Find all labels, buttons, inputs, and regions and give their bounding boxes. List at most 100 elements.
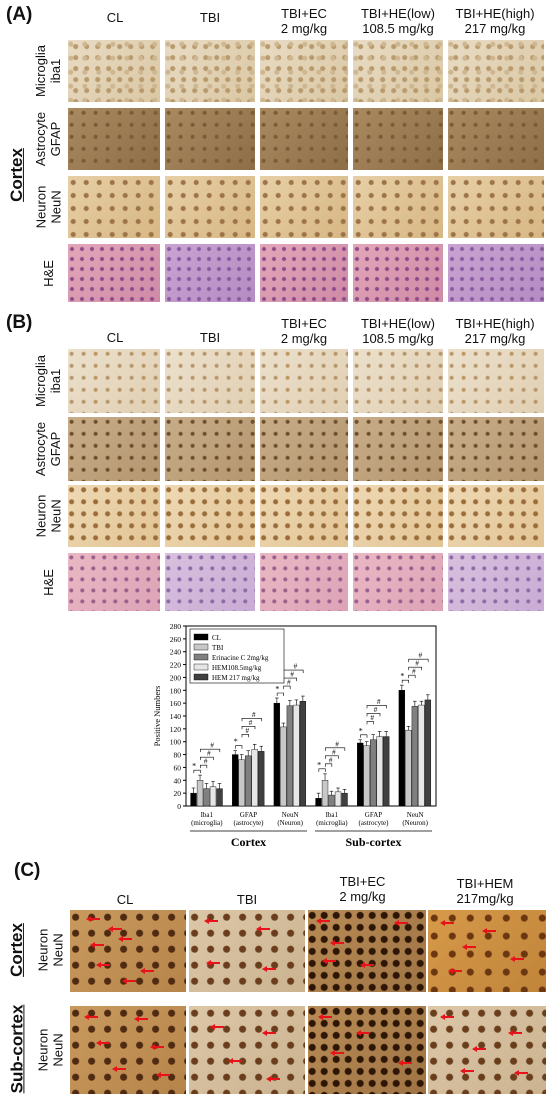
micrograph-tile (68, 40, 160, 102)
column-header-line1: TBI+HEM (456, 876, 514, 891)
bar (196, 780, 204, 807)
bar (376, 736, 383, 807)
significance-bracket (366, 713, 381, 717)
red-arrow-icon (210, 1024, 224, 1030)
column-header-line1: TBI (199, 10, 221, 25)
bar (258, 751, 265, 807)
red-arrow-icon (318, 1014, 332, 1020)
column-header-line1: TBI+HE(high) (455, 316, 535, 331)
y-tick-label: 80 (174, 751, 182, 760)
bar (299, 701, 307, 807)
red-arrow-icon (356, 1030, 370, 1036)
column-header: TBI+EC 2 mg/kg (258, 6, 350, 36)
y-tick-label: 240 (170, 648, 182, 657)
legend-swatch (193, 643, 209, 651)
micrograph-tile (68, 176, 160, 238)
red-arrow-icon (96, 1040, 110, 1046)
significance-bracket (200, 748, 221, 753)
significance-hash: # (370, 713, 374, 722)
micrograph-tile (165, 40, 255, 102)
column-header-line2: 2 mg/kg (280, 21, 328, 36)
significance-bracket (408, 658, 429, 663)
y-tick-label: 100 (170, 738, 182, 747)
red-arrow-icon (440, 920, 454, 926)
micrograph-tile (70, 1006, 186, 1094)
red-arrow-icon (140, 968, 154, 974)
legend-swatch (193, 653, 209, 661)
red-arrow-icon (510, 956, 524, 962)
micrograph-tile (260, 417, 348, 481)
significance-bracket (366, 705, 387, 709)
y-tick-label: 180 (170, 686, 182, 695)
micrograph-tile (165, 349, 255, 413)
x-tick-label: NeuN (282, 811, 299, 819)
micrograph-tile (68, 349, 160, 413)
bar (251, 749, 258, 807)
red-arrow-icon (508, 1030, 522, 1036)
red-arrow-icon (86, 916, 100, 922)
red-arrow-icon (108, 926, 122, 932)
legend-swatch (193, 673, 209, 681)
significance-hash: # (245, 726, 249, 735)
red-arrow-icon (460, 1068, 474, 1074)
significance-hash: # (419, 651, 423, 660)
micrograph-tile (68, 553, 160, 611)
red-arrow-icon (514, 1070, 528, 1076)
x-tick-label: (astrocyte) (234, 819, 265, 827)
bar (398, 690, 406, 807)
red-arrow-icon (330, 940, 344, 946)
column-header: TBI+HE(high) 217 mg/kg (446, 6, 544, 36)
micrograph-tile (260, 108, 348, 170)
bar (334, 791, 342, 807)
column-header: TBI (165, 330, 255, 345)
micrograph-tile (260, 485, 348, 547)
column-header: TBI (165, 10, 255, 25)
region-label-cortex: Cortex (7, 923, 27, 977)
legend-label: TBI (212, 644, 224, 652)
column-header-line1: CL (106, 10, 124, 25)
bar (328, 794, 335, 807)
column-header: TBI+HE(low) 108.5 mg/kg (352, 316, 444, 346)
bar (238, 759, 245, 807)
bar (245, 755, 252, 807)
column-header: TBI (192, 892, 302, 907)
x-tick-label: (microglia) (316, 819, 348, 827)
micrograph-tile (428, 1006, 546, 1094)
bar (411, 706, 419, 807)
micrograph-tile (308, 1006, 426, 1094)
micrograph-tile (448, 244, 544, 302)
red-arrow-icon (472, 1046, 486, 1052)
column-header-line2: 2 mg/kg (339, 889, 386, 904)
significance-bracket (408, 666, 422, 671)
significance-bracket (325, 763, 333, 767)
micrograph-tile (68, 417, 160, 481)
red-arrow-icon (482, 928, 496, 934)
red-arrow-icon (448, 968, 462, 974)
x-tick-label: GFAP (365, 811, 382, 819)
significance-bracket (235, 745, 243, 749)
panel-label-c: (C) (14, 860, 41, 881)
bar (341, 792, 348, 807)
red-arrow-icon (90, 942, 104, 948)
bar (232, 754, 239, 807)
red-arrow-icon (150, 1044, 164, 1050)
y-tick-label: 220 (170, 661, 182, 670)
red-arrow-icon (262, 1030, 276, 1036)
significance-bracket (200, 756, 214, 761)
column-header-line1: TBI+HE(low) (360, 316, 436, 331)
red-arrow-icon (206, 960, 220, 966)
micrograph-tile (260, 176, 348, 238)
significance-bracket (360, 734, 368, 738)
column-header: TBI+HE(low) 108.5 mg/kg (352, 6, 444, 36)
row-label-neuron: Neuron NeuN (35, 1028, 66, 1072)
bar (216, 788, 223, 807)
micrograph-tile (70, 910, 186, 992)
micrograph-tile (68, 485, 160, 547)
column-header: TBI+EC 2 mg/kg (305, 874, 420, 904)
micrograph-tile (353, 40, 443, 102)
micrograph-tile (189, 1006, 305, 1094)
significance-star: * (275, 685, 279, 694)
micrograph-tile (353, 553, 443, 611)
bar (273, 702, 281, 807)
red-arrow-icon (204, 918, 218, 924)
